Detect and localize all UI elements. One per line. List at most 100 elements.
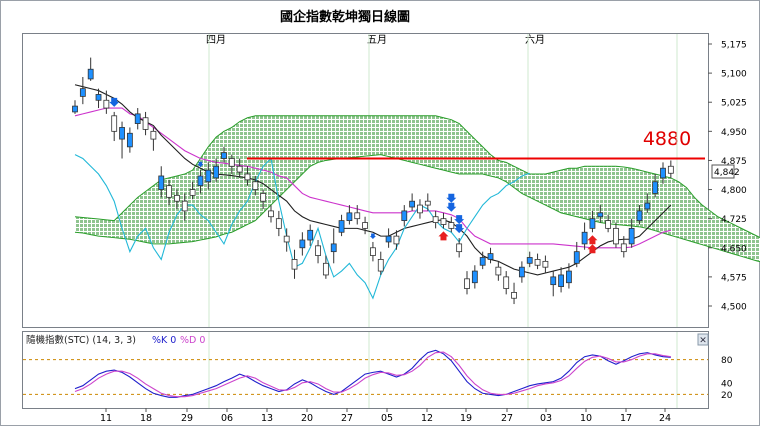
indicator-d-label: %D 0 (180, 335, 205, 346)
candle-body (260, 193, 267, 202)
candle (495, 261, 502, 281)
candle (213, 158, 220, 182)
indicator-close-button[interactable] (697, 333, 709, 346)
last-price-label: 4,842 (714, 168, 740, 178)
candle (119, 121, 125, 159)
candle-body (315, 245, 321, 256)
candle (526, 251, 533, 268)
candle-body (424, 200, 431, 206)
candle-body (126, 132, 133, 148)
candle (103, 90, 110, 114)
indicator-k-label: %K 0 (152, 335, 176, 346)
candle-body (456, 243, 463, 253)
candle (291, 249, 298, 279)
candle (174, 189, 180, 209)
x-tick-label: 12 (421, 413, 433, 424)
candle-body (134, 113, 141, 124)
candle-body (291, 259, 298, 270)
candle (370, 241, 376, 262)
candle-body (158, 175, 165, 190)
candle (158, 166, 165, 198)
candle-body (440, 218, 447, 225)
candle-body (558, 274, 564, 287)
candle-body (236, 165, 243, 173)
candle-body (589, 218, 596, 229)
stc-y-tick-label: 20 (721, 391, 733, 401)
price-annotation-4880: 4880 (643, 128, 691, 150)
x-tick-label: 19 (460, 413, 472, 424)
signal-up-arrow (587, 235, 598, 245)
candle (275, 210, 282, 237)
candle (95, 88, 102, 109)
candle (315, 240, 321, 264)
signal-up-arrow (587, 244, 598, 254)
y-tick-label: 4,950 (721, 128, 747, 138)
last-price-box (711, 164, 735, 179)
candle (613, 222, 619, 248)
candle-body (142, 117, 149, 130)
candle (652, 174, 659, 198)
x-tick-label: 29 (181, 413, 193, 424)
candle (479, 251, 486, 270)
candle (667, 160, 674, 178)
candle (134, 108, 141, 130)
candle-body (307, 229, 314, 241)
kijun-sen-line (74, 107, 671, 249)
candle (166, 179, 172, 206)
candle (87, 57, 94, 81)
candle (236, 158, 243, 178)
senkou-span-a-line (74, 115, 760, 239)
indicator-close-icon[interactable]: ✕ (699, 336, 707, 346)
y-tick-label: 4,725 (721, 215, 747, 225)
candle-body (644, 202, 651, 210)
candle-body (503, 276, 510, 289)
stc-y-tick-label: 80 (721, 356, 733, 366)
candle-body (330, 243, 337, 253)
candle-body (268, 210, 274, 218)
candle (581, 222, 588, 250)
candle (244, 166, 251, 186)
month-label-june: 六月 (525, 34, 545, 46)
candle (628, 218, 635, 248)
candle-body (87, 68, 94, 80)
x-tick-label: 10 (580, 413, 592, 424)
candle (362, 216, 368, 235)
candle-body (79, 88, 86, 97)
candle (511, 282, 517, 305)
candle-body (550, 276, 557, 286)
candle-body (174, 194, 180, 202)
candle (573, 241, 580, 268)
candle (377, 251, 384, 275)
candle-body (150, 130, 157, 140)
candle-body (620, 243, 627, 253)
candle (346, 205, 353, 225)
candle-body (205, 169, 212, 183)
x-tick-label: 03 (540, 413, 552, 424)
candle-body (573, 251, 580, 264)
candle (471, 265, 478, 289)
candle-body (667, 165, 674, 174)
candle-body (401, 210, 408, 222)
x-tick-label: 06 (221, 413, 233, 424)
candle (142, 111, 149, 136)
candle-body (166, 185, 172, 198)
candle (322, 255, 329, 279)
candle-body (228, 158, 235, 167)
candle (432, 210, 439, 229)
x-tick-label: 24 (659, 413, 671, 424)
candle-body (252, 181, 259, 190)
candle-body (581, 231, 588, 245)
chikou-span-line (74, 154, 530, 300)
candle (409, 193, 416, 211)
candle (189, 181, 196, 200)
candle (464, 271, 470, 295)
candle (79, 76, 86, 105)
candle-body (111, 115, 118, 132)
candle (660, 162, 666, 184)
month-label-may: 五月 (367, 34, 387, 46)
candle (150, 127, 157, 151)
candle-body (597, 212, 604, 218)
candle (440, 212, 447, 229)
candle-body (417, 204, 423, 214)
candle (448, 216, 455, 233)
